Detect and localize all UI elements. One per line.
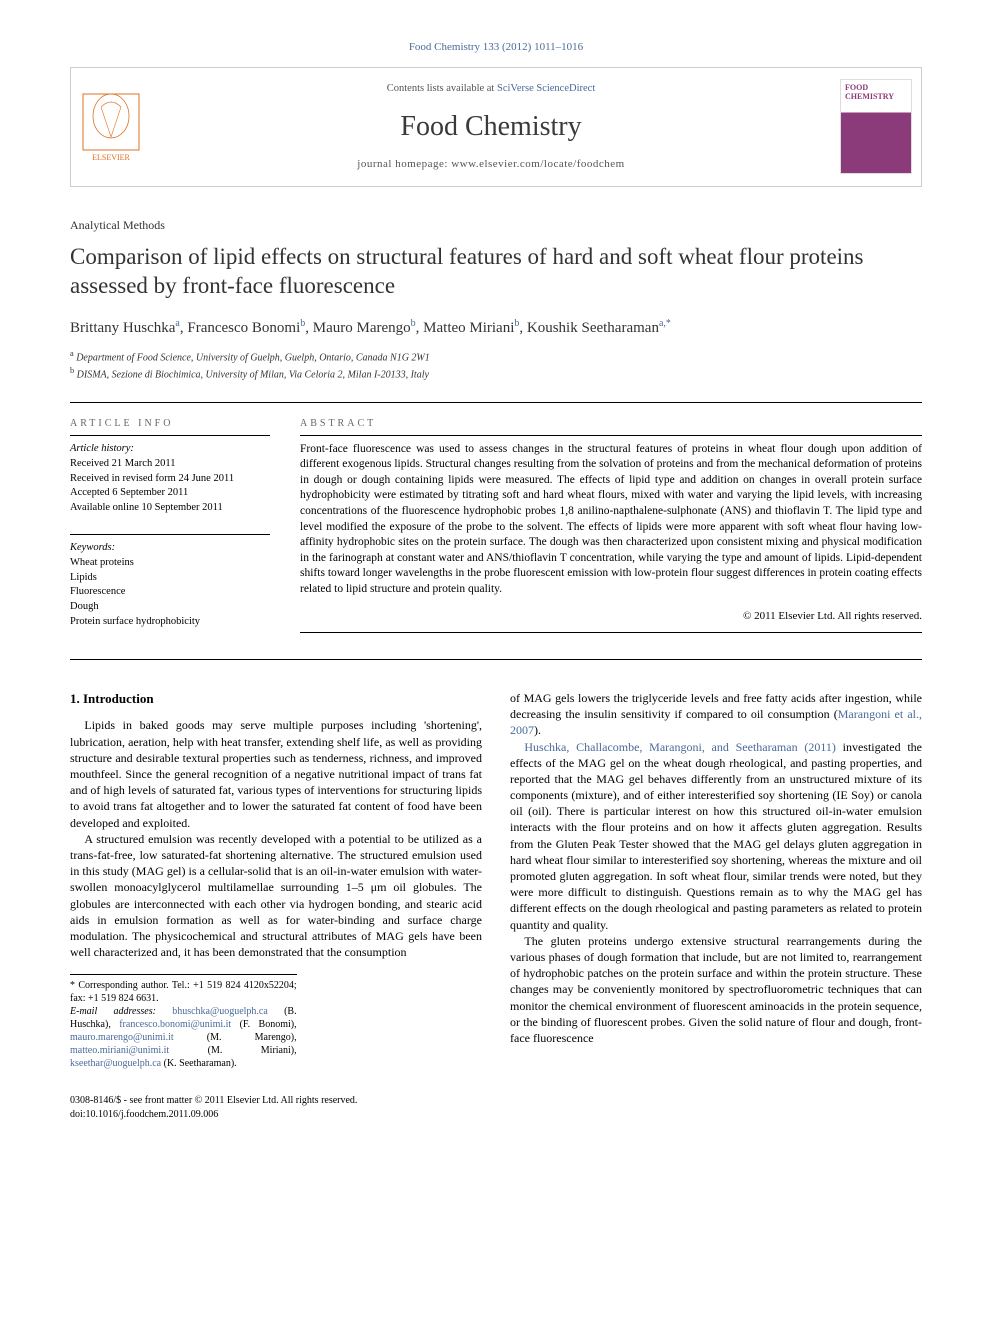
email-who: (K. Seetharaman) <box>164 1058 235 1069</box>
journal-cover-thumb <box>840 79 912 174</box>
journal-name: Food Chemistry <box>161 108 821 146</box>
body-paragraph: A structured emulsion was recently devel… <box>70 831 482 961</box>
aff-label: a <box>70 349 74 358</box>
keyword: Dough <box>70 600 270 615</box>
corr-author-line: * Corresponding author. Tel.: +1 519 824… <box>70 979 297 1005</box>
abstract-text: Front-face fluorescence was used to asse… <box>300 442 922 597</box>
author-aff: b <box>514 318 519 329</box>
keyword: Fluorescence <box>70 585 270 600</box>
body-paragraph: The gluten proteins undergo extensive st… <box>510 933 922 1046</box>
author-list: Brittany Huschkaa, Francesco Bonomib, Ma… <box>70 317 922 338</box>
author: Brittany Huschka <box>70 320 175 336</box>
history-online: Available online 10 September 2011 <box>70 501 270 516</box>
sciencedirect-link[interactable]: SciVerse ScienceDirect <box>497 83 595 94</box>
keyword: Lipids <box>70 571 270 586</box>
front-matter-line: 0308-8146/$ - see front matter © 2011 El… <box>70 1094 357 1108</box>
elsevier-logo: ELSEVIER <box>81 92 141 162</box>
abstract-copyright: © 2011 Elsevier Ltd. All rights reserved… <box>300 609 922 624</box>
author-aff: a <box>175 318 179 329</box>
info-rule <box>300 435 922 436</box>
author: Matteo Miriani <box>423 320 514 336</box>
author-aff: b <box>300 318 305 329</box>
email-link[interactable]: kseethar@uoguelph.ca <box>70 1058 161 1069</box>
corresponding-footnote: * Corresponding author. Tel.: +1 519 824… <box>70 974 297 1070</box>
info-rule <box>300 632 922 633</box>
article-info-col: ARTICLE INFO Article history: Received 2… <box>70 417 270 639</box>
svg-text:ELSEVIER: ELSEVIER <box>92 153 130 162</box>
affiliations: a Department of Food Science, University… <box>70 348 922 383</box>
email-label: E-mail addresses: <box>70 1006 156 1017</box>
aff-label: b <box>70 366 74 375</box>
info-abstract-row: ARTICLE INFO Article history: Received 2… <box>70 417 922 639</box>
author: Koushik Seetharaman <box>527 320 659 336</box>
abstract-col: ABSTRACT Front-face fluorescence was use… <box>300 417 922 639</box>
header-center: Contents lists available at SciVerse Sci… <box>151 68 831 186</box>
body-text: 1. Introduction Lipids in baked goods ma… <box>70 690 922 1070</box>
homepage-prefix: journal homepage: <box>357 158 451 170</box>
article-info-heading: ARTICLE INFO <box>70 417 270 431</box>
journal-cover-cell <box>831 68 921 186</box>
author: Francesco Bonomi <box>187 320 300 336</box>
email-link[interactable]: bhuschka@uoguelph.ca <box>172 1006 268 1017</box>
email-who: (F. Bonomi) <box>240 1019 295 1030</box>
publisher-logo-cell: ELSEVIER <box>71 68 151 186</box>
author-aff: b <box>411 318 416 329</box>
history-received: Received 21 March 2011 <box>70 457 270 472</box>
journal-homepage: journal homepage: www.elsevier.com/locat… <box>161 157 821 172</box>
keyword: Wheat proteins <box>70 556 270 571</box>
body-paragraph: Huschka, Challacombe, Marangoni, and See… <box>510 739 922 933</box>
aff-text: DISMA, Sezione di Biochimica, University… <box>77 369 429 380</box>
info-rule <box>70 534 270 535</box>
email-link[interactable]: francesco.bonomi@unimi.it <box>119 1019 231 1030</box>
author-aff: a,* <box>659 318 671 329</box>
email-link[interactable]: mauro.marengo@unimi.it <box>70 1032 174 1043</box>
keyword: Protein surface hydrophobicity <box>70 615 270 630</box>
email-link[interactable]: matteo.miriani@unimi.it <box>70 1045 169 1056</box>
email-who: (M. Miriani) <box>208 1045 294 1056</box>
contents-list-line: Contents lists available at SciVerse Sci… <box>161 82 821 96</box>
author: Mauro Marengo <box>313 320 411 336</box>
header-citation: Food Chemistry 133 (2012) 1011–1016 <box>70 40 922 55</box>
aff-text: Department of Food Science, University o… <box>76 352 430 363</box>
abstract-heading: ABSTRACT <box>300 417 922 431</box>
history-accepted: Accepted 6 September 2011 <box>70 486 270 501</box>
body-paragraph: Lipids in baked goods may serve multiple… <box>70 717 482 830</box>
divider <box>70 402 922 403</box>
email-addresses: E-mail addresses: bhuschka@uoguelph.ca (… <box>70 1005 297 1070</box>
citation-link[interactable]: Huschka, Challacombe, Marangoni, and See… <box>524 740 835 754</box>
doi-line: doi:10.1016/j.foodchem.2011.09.006 <box>70 1108 357 1122</box>
email-who: (M. Marengo) <box>207 1032 294 1043</box>
section-label: Analytical Methods <box>70 217 922 233</box>
info-rule <box>70 435 270 436</box>
page-footer: 0308-8146/$ - see front matter © 2011 El… <box>70 1094 922 1121</box>
history-revised: Received in revised form 24 June 2011 <box>70 472 270 487</box>
journal-header: ELSEVIER Contents lists available at Sci… <box>70 67 922 187</box>
history-label: Article history: <box>70 442 270 456</box>
keywords-label: Keywords: <box>70 541 270 555</box>
divider <box>70 659 922 660</box>
homepage-url[interactable]: www.elsevier.com/locate/foodchem <box>451 158 625 170</box>
body-paragraph: of MAG gels lowers the triglyceride leve… <box>510 690 922 739</box>
contents-prefix: Contents lists available at <box>387 83 497 94</box>
intro-heading: 1. Introduction <box>70 690 482 708</box>
article-title: Comparison of lipid effects on structura… <box>70 243 922 301</box>
